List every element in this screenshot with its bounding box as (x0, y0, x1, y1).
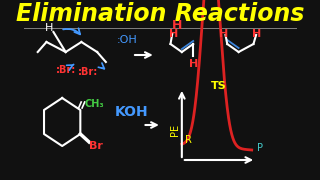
Text: H: H (172, 19, 183, 32)
Text: R: R (185, 135, 192, 145)
Text: CH₃: CH₃ (84, 99, 104, 109)
Text: H: H (169, 29, 179, 39)
Text: H: H (45, 23, 53, 33)
Text: :Br:: :Br: (56, 65, 76, 75)
Text: H: H (188, 59, 198, 69)
Text: H: H (252, 29, 261, 39)
Text: :Br:: :Br: (78, 67, 99, 77)
Text: KOH: KOH (115, 105, 149, 119)
Text: Br: Br (89, 141, 103, 151)
Text: Elimination Reactions: Elimination Reactions (16, 2, 304, 26)
Text: :OH: :OH (116, 35, 137, 45)
Text: TS: TS (211, 81, 226, 91)
Text: H: H (219, 29, 228, 39)
Text: P: P (258, 143, 263, 153)
Text: PE: PE (170, 124, 180, 136)
